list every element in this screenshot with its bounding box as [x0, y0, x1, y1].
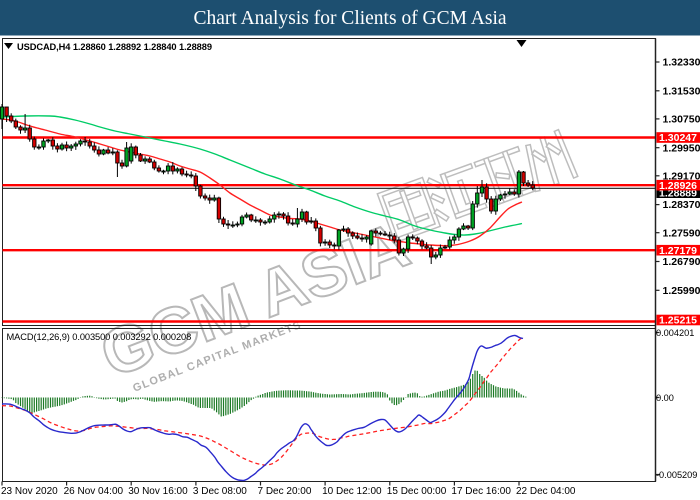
svg-text:1.28926: 1.28926: [659, 180, 697, 192]
svg-text:23 Nov 2020: 23 Nov 2020: [1, 486, 58, 497]
svg-text:1.29950: 1.29950: [663, 142, 700, 154]
svg-text:3 Dec 08:00: 3 Dec 08:00: [193, 486, 247, 497]
svg-text:MACD(12,26,9) 0.003500 0.00329: MACD(12,26,9) 0.003500 0.003292 0.000208: [7, 332, 192, 342]
svg-text:Chart Analysis for Clients of: Chart Analysis for Clients of GCM Asia: [193, 8, 506, 29]
svg-text:-0.005209: -0.005209: [656, 470, 697, 480]
svg-text:USDCAD,H4 1.28860 1.28892 1.2: USDCAD,H4 1.28860 1.28892 1.28840 1.2888…: [17, 42, 212, 52]
svg-text:26 Nov 04:00: 26 Nov 04:00: [64, 486, 124, 497]
svg-text:22 Dec 04:00: 22 Dec 04:00: [516, 486, 576, 497]
svg-text:0.00: 0.00: [656, 393, 674, 403]
svg-text:30 Nov 16:00: 30 Nov 16:00: [128, 486, 188, 497]
svg-text:7 Dec 20:00: 7 Dec 20:00: [258, 486, 312, 497]
svg-text:1.28370: 1.28370: [663, 199, 700, 211]
svg-text:15 Dec 00:00: 15 Dec 00:00: [387, 486, 447, 497]
svg-text:1.30750: 1.30750: [663, 114, 700, 126]
svg-text:1.31530: 1.31530: [663, 85, 700, 97]
svg-text:1.29170: 1.29170: [663, 170, 700, 182]
svg-text:17 Dec 16:00: 17 Dec 16:00: [451, 486, 511, 497]
svg-text:1.27590: 1.27590: [663, 227, 700, 239]
svg-text:1.27179: 1.27179: [659, 245, 697, 257]
svg-text:1.26790: 1.26790: [663, 256, 700, 268]
svg-text:1.32330: 1.32330: [663, 57, 700, 69]
svg-text:10 Dec 12:00: 10 Dec 12:00: [322, 486, 382, 497]
svg-text:1.25990: 1.25990: [663, 285, 700, 297]
svg-text:0.004201: 0.004201: [656, 328, 694, 338]
svg-text:1.30247: 1.30247: [659, 132, 697, 144]
svg-text:1.25215: 1.25215: [659, 315, 697, 327]
